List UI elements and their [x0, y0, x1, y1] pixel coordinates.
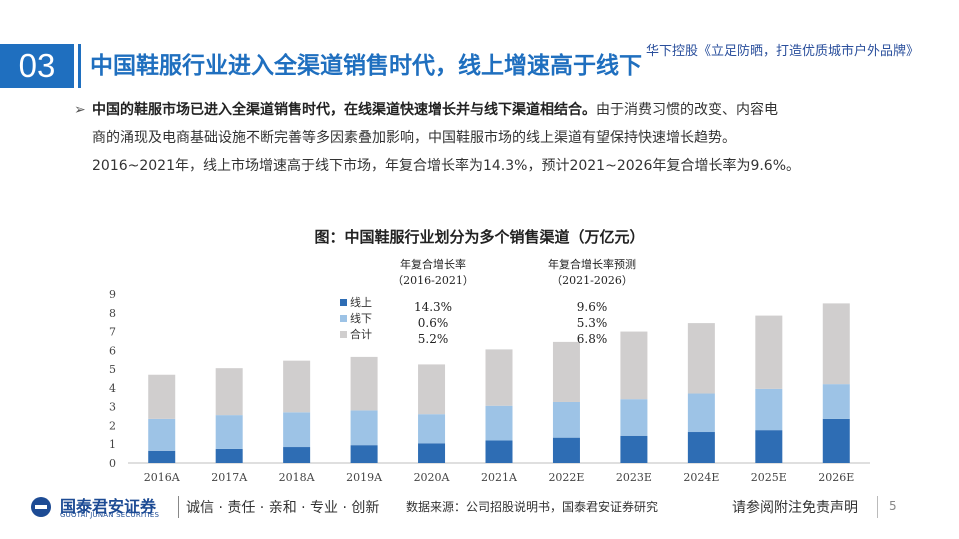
x-tick-label: 2023E [616, 471, 652, 484]
page-number: 5 [889, 499, 897, 513]
bar-offline [418, 414, 446, 444]
bar-total [755, 315, 783, 389]
bar-online [418, 443, 446, 463]
bar-online [687, 432, 715, 463]
bar-total [822, 303, 850, 385]
bar-online [755, 430, 783, 463]
x-tick-label: 2026E [818, 471, 854, 484]
footer-divider [178, 496, 179, 518]
section-divider [78, 44, 81, 88]
y-tick-label: 1 [109, 438, 116, 451]
x-tick-label: 2017A [211, 471, 248, 484]
y-tick-label: 0 [109, 457, 116, 470]
stacked-bar-chart: 0 1 2 3 4 5 6 7 8 9 2016A 2017A 2018A 2019A 2020A 2021A… [109, 257, 870, 484]
bar-offline [552, 401, 580, 438]
company-logo-icon [31, 497, 51, 517]
footer: 国泰君安证券 GUOTAI JUNAN SECURITIES 诚信 · 责任 ·… [0, 490, 959, 524]
x-tick-label: 2021A [481, 471, 518, 484]
report-top-note: 华下控股《立足防晒，打造优质城市户外品牌》 [645, 44, 919, 59]
bar-online [485, 440, 513, 463]
bar-total [418, 364, 446, 415]
chart-title: 图：中国鞋服行业划分为多个销售渠道（万亿元） [314, 228, 645, 246]
cagr-forecast-value: 5.3% [577, 316, 608, 330]
cagr-hist-period: （2016-2021） [392, 274, 474, 287]
y-tick-label: 9 [109, 288, 116, 301]
bar-total [148, 374, 176, 419]
company-logo-text: 国泰君安证券 [60, 497, 157, 516]
legend-swatch [340, 315, 347, 322]
cagr-hist-value: 14.3% [414, 300, 452, 314]
x-tick-label: 2019A [346, 471, 383, 484]
summary-paragraph: ➢ 中国的鞋服市场已进入全渠道销售时代，在线渠道快速增长并与线下渠道相结合。由于消… [74, 96, 894, 180]
bar-online [552, 437, 580, 463]
page-divider [877, 496, 878, 518]
y-tick-label: 6 [109, 344, 116, 357]
legend-swatch [340, 299, 347, 306]
x-tick-label: 2020A [414, 471, 451, 484]
data-source: 数据来源：公司招股说明书，国泰君安证券研究 [406, 500, 659, 514]
company-logo-english: GUOTAI JUNAN SECURITIES [60, 511, 160, 519]
bar-offline [822, 384, 850, 419]
summary-line-3: 2016~2021年，线上市场增速高于线下市场，年复合增长率为14.3%，预计2… [92, 158, 801, 174]
company-slogan: 诚信 · 责任 · 亲和 · 专业 · 创新 [186, 500, 380, 516]
bar-online [215, 448, 243, 463]
x-tick-label: 2025E [751, 471, 787, 484]
bar-offline [148, 418, 176, 451]
bar-total [552, 341, 580, 402]
x-tick-label: 2022E [548, 471, 584, 484]
bar-offline [687, 393, 715, 433]
x-tick-label: 2018A [279, 471, 316, 484]
y-tick-label: 3 [109, 401, 116, 414]
disclaimer-note: 请参阅附注免责声明 [732, 500, 858, 516]
summary-line-1: ➢ 中国的鞋服市场已进入全渠道销售时代，在线渠道快速增长并与线下渠道相结合。由于消… [74, 96, 894, 124]
bullet-arrow-icon: ➢ [74, 102, 86, 118]
page-title: 中国鞋服行业进入全渠道销售时代，线上增速高于线下 [90, 53, 642, 79]
bar-online [350, 445, 378, 463]
bar-online [148, 450, 176, 463]
legend-swatch [340, 331, 347, 338]
bar-total [485, 349, 513, 406]
bar-offline [485, 405, 513, 441]
bar-total [687, 323, 715, 394]
bar-offline [283, 412, 311, 448]
cagr-forecast-value: 9.6% [577, 300, 608, 314]
summary-line-2: 商的涌现及电商基础设施不断完善等多因素叠加影响，中国鞋服市场的线上渠道有望保持快… [92, 130, 736, 146]
cagr-forecast-period: （2021-2026） [551, 274, 633, 287]
bar-offline [215, 415, 243, 449]
section-number: 03 [0, 44, 74, 88]
bar-offline [350, 410, 378, 446]
y-tick-label: 7 [109, 326, 116, 339]
cagr-forecast-value: 6.8% [577, 332, 608, 346]
bar-online [283, 447, 311, 463]
cagr-hist-value: 5.2% [418, 332, 449, 346]
bar-offline [755, 388, 783, 431]
bar-online [620, 435, 648, 463]
legend-label: 合计 [350, 327, 372, 341]
cagr-forecast-title: 年复合增长率预测 [548, 257, 636, 271]
legend-label: 线下 [350, 311, 372, 325]
summary-line-1-rest: 由于消费习惯的改变、内容电 [596, 102, 778, 118]
bar-total [350, 356, 378, 411]
y-tick-label: 5 [109, 363, 116, 376]
cagr-hist-value: 0.6% [418, 316, 449, 330]
x-tick-label: 2024E [683, 471, 719, 484]
bar-online [822, 418, 850, 463]
bar-total [215, 368, 243, 416]
bar-offline [620, 399, 648, 436]
cagr-hist-title: 年复合增长率 [400, 257, 466, 271]
x-tick-label: 2016A [144, 471, 181, 484]
bar-total [620, 331, 648, 400]
y-tick-label: 8 [109, 307, 116, 320]
summary-lead: 中国的鞋服市场已进入全渠道销售时代，在线渠道快速增长并与线下渠道相结合。 [92, 102, 596, 118]
legend-label: 线上 [350, 295, 372, 309]
y-tick-label: 2 [109, 419, 116, 432]
y-tick-label: 4 [109, 382, 116, 395]
bar-total [283, 360, 311, 413]
